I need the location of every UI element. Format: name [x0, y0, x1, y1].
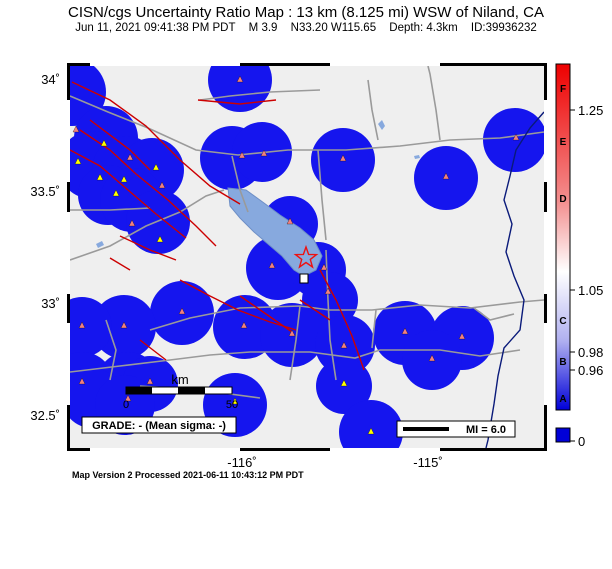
- colorbar-value: 1.05: [578, 283, 603, 298]
- scale-bar: km 0 50: [123, 372, 238, 411]
- scale-bar-label: 0: [123, 399, 129, 411]
- event-id: ID:39936232: [470, 22, 537, 34]
- border-line: [485, 111, 544, 448]
- grade-letter: E: [560, 137, 567, 148]
- colorbar-value: 0.98: [578, 345, 603, 360]
- station-markers: [72, 75, 520, 435]
- event-info: Jun 11, 2021 09:41:38 PM PDT M 3.9 N33.2…: [0, 22, 612, 34]
- event-location: N33.20 W115.65: [290, 22, 377, 34]
- lon-tick-label: -115˚: [413, 455, 442, 470]
- grade-letter: B: [559, 357, 566, 368]
- lat-tick-label: 33˚: [41, 296, 60, 311]
- event-magnitude: M 3.9: [248, 22, 278, 34]
- colorbar: F E D C B A 1.25 1.05 0.98 0.96 0: [555, 63, 603, 449]
- grade-letter: C: [559, 316, 566, 327]
- mi-legend: MI = 6.0: [396, 420, 516, 438]
- grade-letter: F: [560, 84, 566, 95]
- scale-bar-unit: km: [171, 372, 188, 387]
- grade-letter: A: [559, 394, 566, 405]
- epicenter-star-icon: [293, 244, 319, 269]
- grade-letter: D: [559, 194, 566, 205]
- grade-label: GRADE: - (Mean sigma: -): [92, 420, 226, 432]
- lake-small: [96, 241, 104, 248]
- lat-tick-label: 33.5˚: [30, 184, 60, 199]
- event-depth: Depth: 4.3km: [389, 22, 458, 34]
- lat-tick-label: 34˚: [41, 72, 60, 87]
- lake-small: [378, 120, 385, 130]
- colorbar-value: 0.96: [578, 363, 603, 378]
- map-version-footer: Map Version 2 Processed 2021-06-11 10:43…: [72, 470, 304, 480]
- lon-tick-label: -116˚: [227, 455, 256, 470]
- epicenter-box: [299, 273, 309, 284]
- map-title: CISN/cgs Uncertainty Ratio Map : 13 km (…: [68, 4, 544, 21]
- roads: [70, 66, 544, 399]
- faults: [70, 81, 365, 371]
- lake-small: [414, 155, 420, 159]
- colorbar-value: 0: [578, 434, 585, 449]
- frame-ticks: [67, 63, 547, 451]
- scale-bar-label: 50: [226, 399, 238, 411]
- lat-tick-label: 32.5˚: [30, 408, 60, 423]
- mi-legend-label: MI = 6.0: [466, 424, 506, 436]
- colorbar-value: 1.25: [578, 103, 603, 118]
- grade-box: GRADE: - (Mean sigma: -): [81, 416, 237, 434]
- event-date: Jun 11, 2021 09:41:38 PM PDT: [75, 22, 236, 34]
